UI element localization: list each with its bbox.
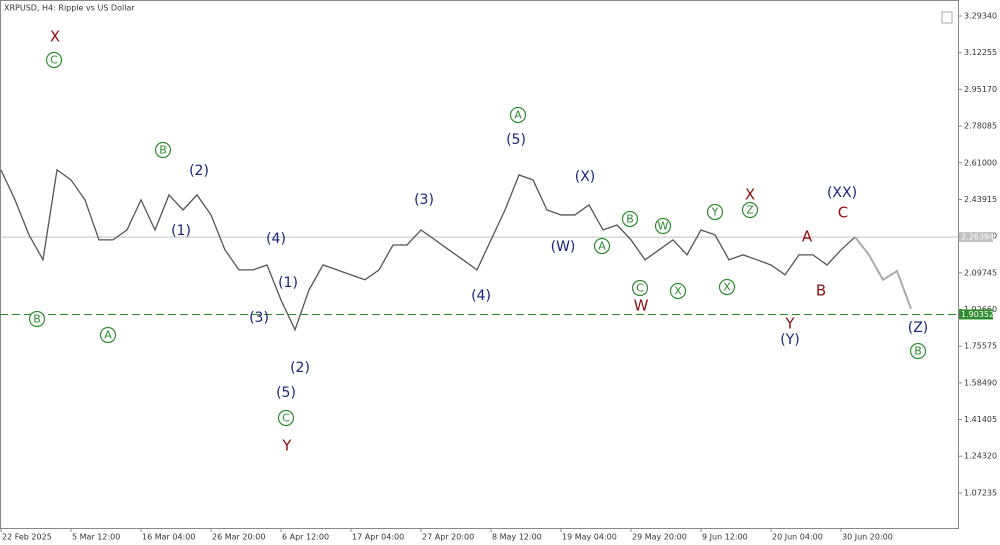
chart-title: XRPUSD, H4: Ripple vs US Dollar	[4, 4, 135, 13]
wave-label: (Y)	[780, 332, 799, 348]
x-tick-label: 29 May 20:00	[632, 533, 687, 542]
y-tick-label: 1.58490	[964, 378, 997, 387]
y-tick-label: 2.78085	[964, 122, 997, 131]
wave-label: W	[634, 297, 649, 315]
wave-label: Z	[746, 204, 754, 217]
wave-label: Y	[281, 437, 292, 455]
wave-label: W	[658, 220, 669, 233]
x-tick-label: 16 Mar 04:00	[142, 533, 195, 542]
wave-label: B	[159, 144, 167, 157]
y-tick-label: 1.75575	[964, 342, 997, 351]
wave-label: A	[514, 109, 522, 122]
x-tick-label: 5 Mar 12:00	[72, 533, 120, 542]
wave-label: (1)	[171, 223, 191, 239]
wave-label: C	[282, 412, 290, 425]
y-tick-label: 2.61000	[964, 158, 997, 167]
wave-label: C	[636, 282, 644, 295]
x-tick-label: 9 Jun 12:00	[702, 533, 748, 542]
wave-label: A	[598, 240, 606, 253]
price-label-box	[959, 309, 993, 320]
wave-circle	[99, 326, 117, 344]
wave-label: X	[723, 281, 731, 294]
wave-circle	[741, 201, 759, 219]
wave-label: C	[838, 204, 848, 222]
wave-label: (5)	[276, 385, 296, 401]
y-tick-label: 3.29340	[964, 12, 997, 21]
wave-label: (3)	[249, 310, 269, 326]
wave-circle	[669, 282, 687, 300]
x-tick-label: 20 Jun 04:00	[772, 533, 823, 542]
wave-circle	[621, 210, 639, 228]
y-tick-label: 3.12255	[964, 48, 997, 57]
wave-label: B	[816, 282, 826, 300]
wave-label: Y	[784, 315, 795, 333]
plot-frame	[0, 0, 959, 529]
y-tick-label: 1.41405	[964, 415, 997, 424]
wave-circle	[593, 237, 611, 255]
wave-circle	[706, 203, 724, 221]
x-tick-label: 8 May 12:00	[492, 533, 542, 542]
price-line	[854, 236, 912, 310]
wave-circle	[909, 342, 927, 360]
wave-label: (4)	[471, 288, 491, 304]
wave-label: (2)	[290, 360, 310, 376]
wave-circle	[154, 141, 172, 159]
wave-label: (X)	[575, 169, 596, 185]
x-tick-label: 17 Apr 04:00	[352, 533, 404, 542]
wave-label: C	[50, 54, 58, 67]
wave-label: A	[802, 228, 813, 246]
wave-circle	[45, 51, 63, 69]
wave-label: X	[50, 28, 60, 46]
wave-label: (4)	[266, 231, 286, 247]
wave-label: (2)	[189, 163, 209, 179]
x-tick-label: 30 Jun 20:00	[842, 533, 893, 542]
icon[interactable]	[941, 11, 953, 24]
wave-label: (Z)	[908, 320, 929, 336]
wave-label: A	[104, 329, 112, 342]
y-tick-label: 2.09745	[964, 268, 997, 277]
x-tick-label: 6 Apr 12:00	[282, 533, 329, 542]
price-label: 1.90352	[961, 310, 994, 319]
wave-label: B	[914, 345, 922, 358]
y-tick-label: 1.24320	[964, 452, 997, 461]
wave-circle	[28, 310, 46, 328]
wave-label: X	[674, 285, 682, 298]
price-line	[0, 168, 856, 332]
wave-label: B	[33, 313, 41, 326]
x-tick-label: 27 Apr 20:00	[422, 533, 474, 542]
y-tick-label: 1.07235	[964, 488, 997, 497]
wave-label: (3)	[414, 192, 434, 208]
wave-label: B	[626, 213, 634, 226]
wave-circle	[509, 106, 527, 124]
wave-label: (W)	[551, 239, 576, 255]
y-tick-label: 2.95170	[964, 85, 997, 94]
wave-label: (5)	[506, 132, 526, 148]
x-tick-label: 26 Mar 20:00	[212, 533, 265, 542]
price-label: 2.26394	[961, 233, 994, 242]
wave-circle	[631, 279, 649, 297]
y-tick-label: 2.43915	[964, 195, 997, 204]
wave-label: (1)	[278, 275, 298, 291]
wave-circle	[277, 409, 295, 427]
wave-label: X	[745, 186, 755, 204]
wave-label: Y	[711, 206, 719, 219]
x-tick-label: 19 May 04:00	[562, 533, 617, 542]
wave-circle	[718, 278, 736, 296]
wave-label: (XX)	[827, 185, 857, 201]
price-label-box	[959, 232, 993, 243]
x-tick-label: 22 Feb 2025	[2, 533, 52, 542]
wave-circle	[654, 217, 672, 235]
